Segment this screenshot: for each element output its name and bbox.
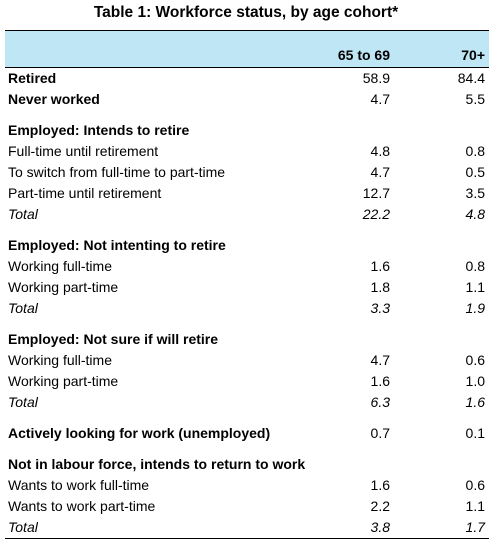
cell-65-to-69: 4.7: [370, 91, 390, 107]
row-label: Total: [8, 300, 38, 316]
cell-65-to-69: 22.2: [362, 206, 390, 222]
table-row: To switch from full-time to part-time 4.7…: [5, 162, 489, 183]
cell-70-plus: 1.0: [465, 373, 485, 389]
row-label: Part-time until retirement: [8, 185, 162, 201]
cell-70-plus: 0.6: [465, 477, 485, 493]
table-row: Not in labour force, intends to return t…: [5, 454, 489, 475]
cell-65-to-69: 4.7: [370, 164, 390, 180]
cell-65-to-69: 12.7: [362, 185, 390, 201]
cell-70-plus: 1.1: [465, 498, 485, 514]
cell-65-to-69: 3.3: [370, 300, 390, 316]
table-row: Working part-time 1.6 1.0: [5, 371, 489, 392]
cell-65-to-69: 4.8: [370, 143, 390, 159]
cell-65-to-69: 1.6: [370, 373, 390, 389]
row-label: To switch from full-time to part-time: [8, 164, 226, 180]
table-row: Wants to work full-time 1.6 0.6: [5, 475, 489, 496]
cell-70-plus: 4.8: [465, 206, 485, 222]
row-label: Total: [8, 519, 38, 535]
row-label: Employed: Not sure if will retire: [8, 331, 219, 347]
table-row: Employed: Not intenting to retire: [5, 235, 489, 256]
row-label: Full-time until retirement: [8, 143, 159, 159]
cell-65-to-69: 1.6: [370, 477, 390, 493]
row-label: Wants to work full-time: [8, 477, 150, 493]
cell-65-to-69: 4.7: [370, 352, 390, 368]
row-label: Not in labour force, intends to return t…: [8, 456, 306, 472]
table-title: Table 1: Workforce status, by age cohort…: [93, 4, 399, 21]
row-label: Actively looking for work (unemployed): [8, 425, 271, 441]
table-row: Total 22.2 4.8: [5, 204, 489, 225]
table-row: Never worked 4.7 5.5: [5, 89, 489, 110]
cell-70-plus: 0.8: [465, 258, 485, 274]
row-label: Working part-time: [8, 373, 119, 389]
cell-65-to-69: 1.6: [370, 258, 390, 274]
table-row: Total 3.8 1.7: [5, 517, 489, 538]
table-row: Retired 58.9 84.4: [5, 68, 489, 89]
cell-70-plus: 1.9: [465, 300, 485, 316]
table-row: Wants to work part-time 2.2 1.1: [5, 496, 489, 517]
row-label: Total: [8, 206, 38, 222]
cell-65-to-69: 6.3: [370, 394, 390, 410]
table-header: 65 to 69 70+: [5, 31, 489, 67]
column-header-65-to-69: 65 to 69: [337, 47, 390, 63]
table-row: Employed: Intends to retire: [5, 120, 489, 141]
row-label: Employed: Intends to retire: [8, 122, 190, 138]
cell-65-to-69: 0.7: [370, 425, 390, 441]
cell-70-plus: 84.4: [457, 70, 485, 86]
cell-70-plus: 0.8: [465, 143, 485, 159]
table-body: Retired 58.9 84.4 Never worked 4.7 5.5 Employe…: [5, 68, 489, 538]
cell-70-plus: 1.7: [465, 519, 485, 535]
row-label: Working full-time: [8, 352, 112, 368]
cell-65-to-69: 2.2: [370, 498, 390, 514]
table-row: Working full-time 4.7 0.6: [5, 350, 489, 371]
cell-70-plus: 0.6: [465, 352, 485, 368]
table-row: Working full-time 1.6 0.8: [5, 256, 489, 277]
cell-70-plus: 3.5: [465, 185, 485, 201]
table-row: Full-time until retirement 4.8 0.8: [5, 141, 489, 162]
header-divider: [5, 67, 489, 68]
table-row: Actively looking for work (unemployed) 0.…: [5, 423, 489, 444]
row-label: Employed: Not intenting to retire: [8, 237, 226, 253]
row-label: Never worked: [8, 91, 100, 107]
table-row: Total 3.3 1.9: [5, 298, 489, 319]
column-header-70-plus: 70+: [461, 47, 485, 63]
cell-70-plus: 0.5: [465, 164, 485, 180]
row-label: Wants to work part-time: [8, 498, 156, 514]
row-label: Working part-time: [8, 279, 119, 295]
cell-70-plus: 1.1: [465, 279, 485, 295]
row-label: Retired: [8, 70, 57, 86]
workforce-table: 65 to 69 70+ Retired 58.9 84.4 Never worked…: [5, 30, 489, 539]
cell-65-to-69: 58.9: [362, 70, 390, 86]
cell-70-plus: 0.1: [465, 425, 485, 441]
cell-70-plus: 5.5: [465, 91, 485, 107]
table-row: Employed: Not sure if will retire: [5, 329, 489, 350]
table-row: Working part-time 1.8 1.1: [5, 277, 489, 298]
cell-65-to-69: 1.8: [370, 279, 390, 295]
table-row: Total 6.3 1.6: [5, 392, 489, 413]
row-label: Total: [8, 394, 38, 410]
cell-65-to-69: 3.8: [370, 519, 390, 535]
row-label: Working full-time: [8, 258, 112, 274]
cell-70-plus: 1.6: [465, 394, 485, 410]
table-row: Part-time until retirement 12.7 3.5: [5, 183, 489, 204]
